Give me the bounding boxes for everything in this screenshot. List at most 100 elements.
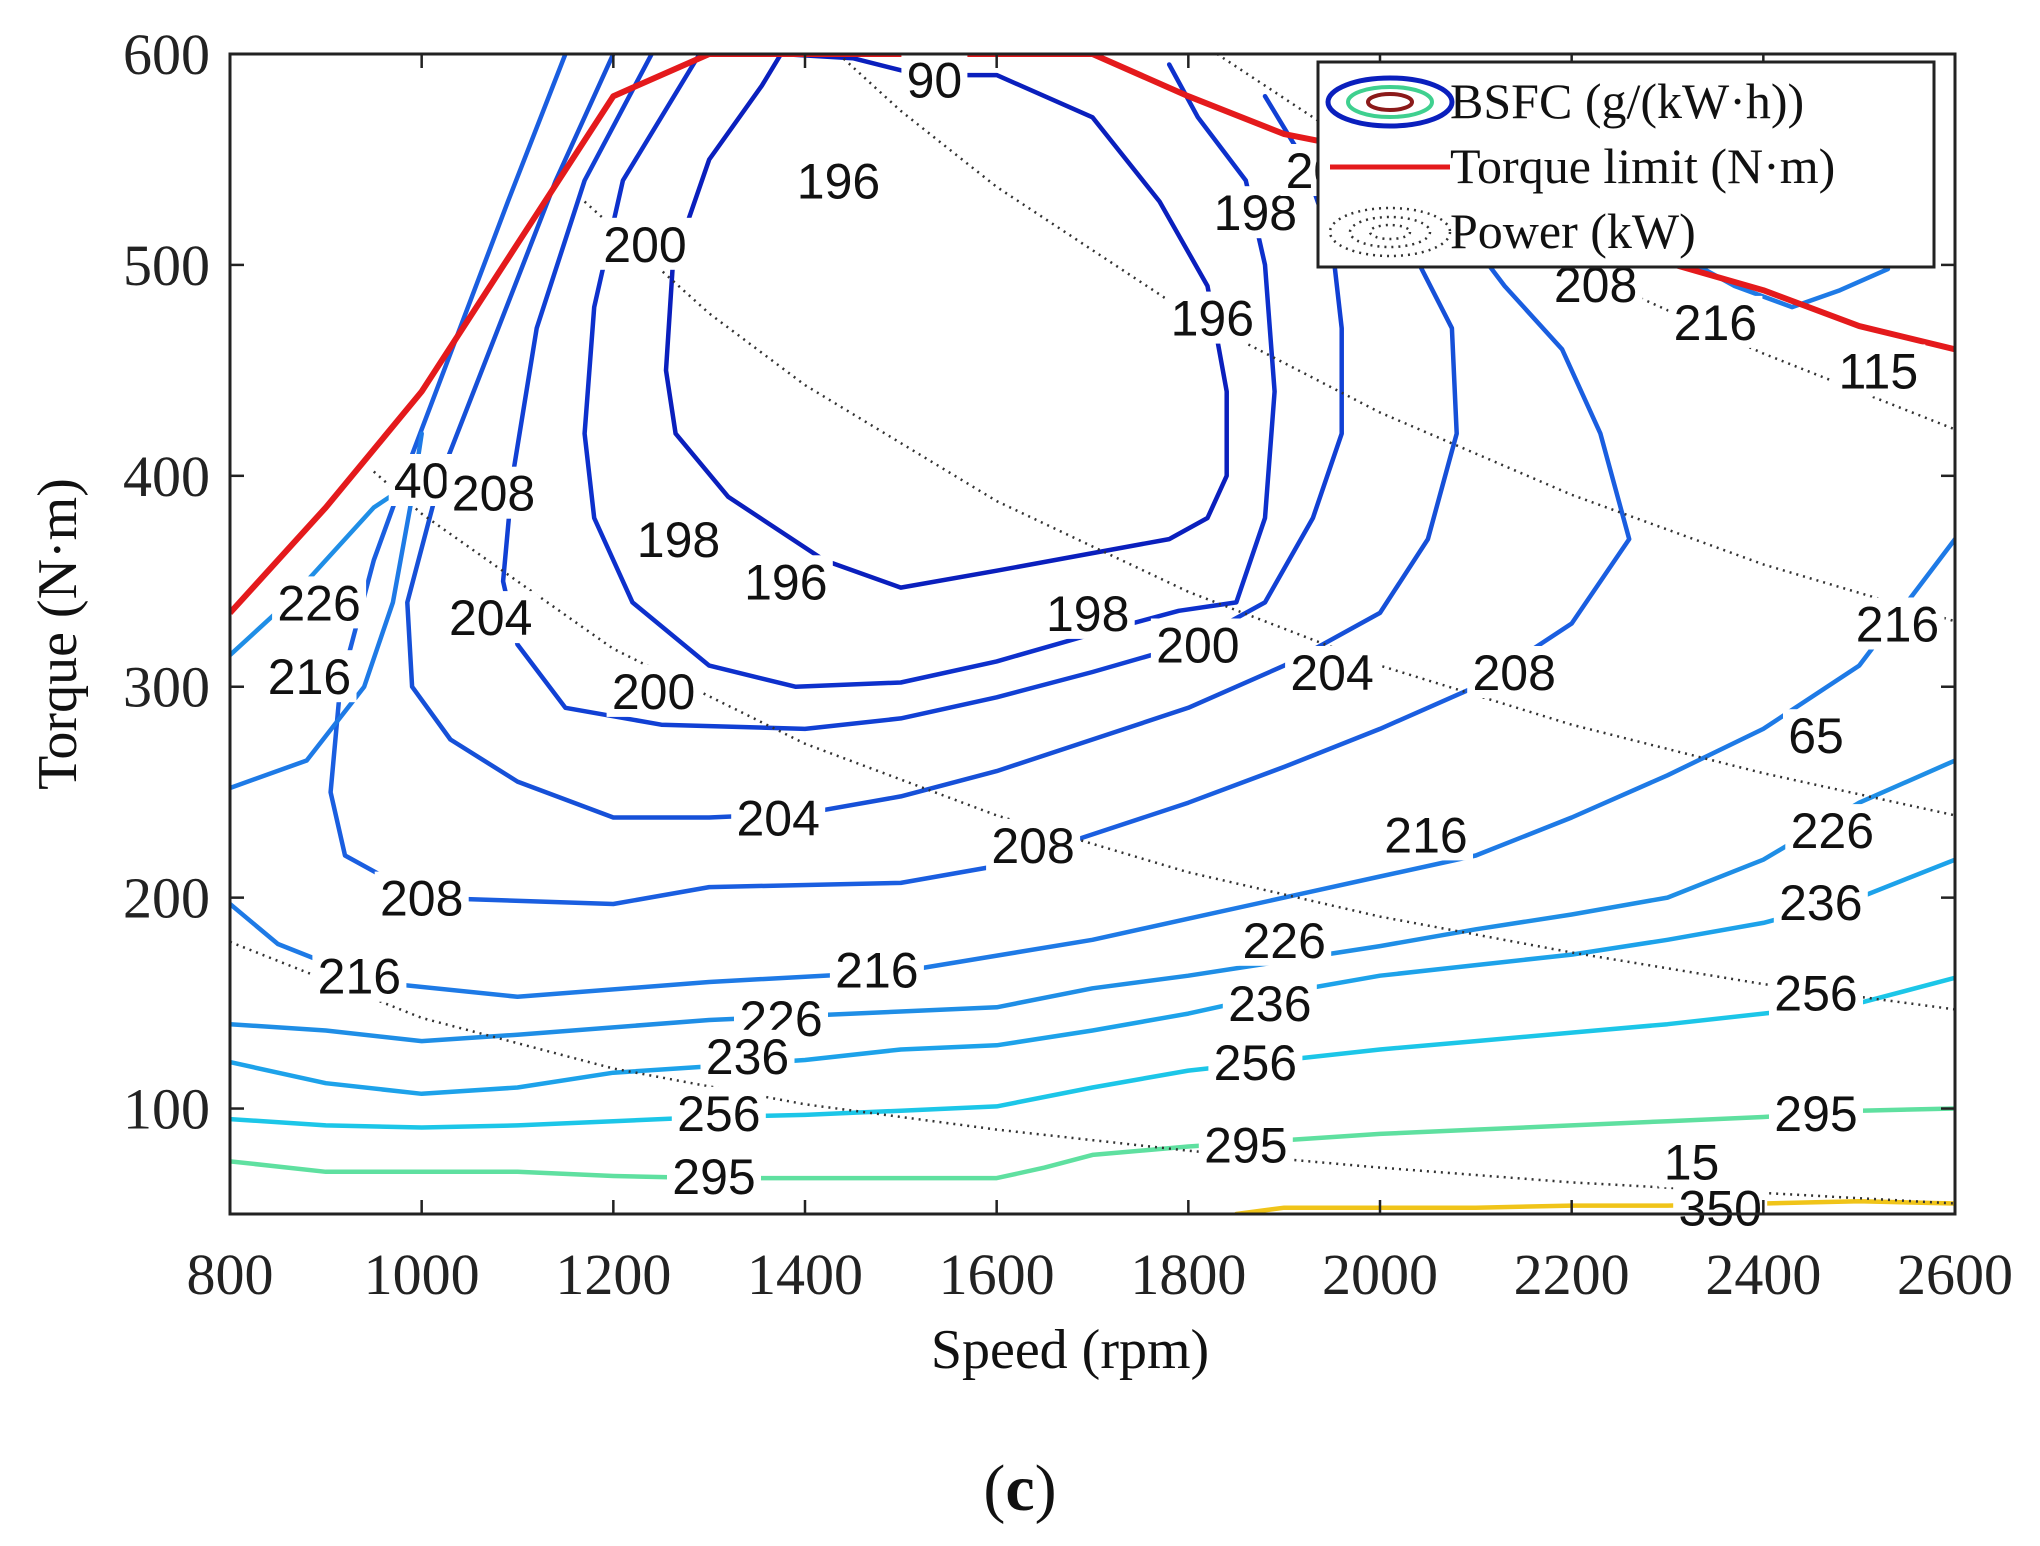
contour-label-bg <box>446 466 541 519</box>
contour-label-text: 216 <box>1674 295 1757 351</box>
contour-label-text: 196 <box>744 554 827 610</box>
contour-label-text: 226 <box>1242 913 1325 969</box>
legend-label-bsfc: BSFC (g/(kW·h)) <box>1450 73 1804 129</box>
contour-label-10: 40 <box>388 453 455 509</box>
contour-label-text: 204 <box>449 590 532 646</box>
contour-label-bg <box>1285 646 1380 698</box>
bsfc-contour-226-9 <box>230 758 1955 1044</box>
legend-bsfc-swatch <box>1325 75 1455 129</box>
contour-label-text: 256 <box>1214 1035 1297 1091</box>
contour-label-28: 208 <box>374 871 469 927</box>
contour-label-text: 226 <box>1791 803 1874 859</box>
bsfc-contour-198-1 <box>582 54 1277 689</box>
caption-letter: c <box>1005 1452 1034 1525</box>
contour-label-19: 216 <box>1850 597 1945 653</box>
contour-label-0: 90 <box>901 52 968 108</box>
contour-label-text: 236 <box>1228 976 1311 1032</box>
contour-label-bg <box>443 591 538 644</box>
contour-label-13: 198 <box>631 512 726 568</box>
contour-label-text: 295 <box>1204 1117 1287 1173</box>
contour-label-text: 196 <box>797 154 880 210</box>
contour-label-bg <box>1165 291 1260 344</box>
contour-label-text: 200 <box>1156 618 1239 674</box>
contour-label-text: 204 <box>736 791 819 847</box>
contour-label-bg <box>374 871 469 924</box>
contour-label-bg <box>700 1029 795 1082</box>
contour-label-35: 236 <box>1222 976 1317 1032</box>
contour-label-text: 295 <box>1774 1086 1857 1142</box>
contour-label-bg <box>1769 1086 1863 1139</box>
contour-label-text: 200 <box>612 664 695 720</box>
x-tick-label-800: 800 <box>187 1242 274 1307</box>
chart-legend: BSFC (g/(kW·h)) Torque limit (N·m) Power… <box>1316 60 1936 269</box>
contour-label-text: 236 <box>706 1029 789 1085</box>
contour-label-text: 198 <box>637 512 720 568</box>
legend-label-torque-limit: Torque limit (N·m) <box>1450 138 1835 194</box>
contour-label-25: 208 <box>986 818 1081 874</box>
y-axis-title: Torque (N·m) <box>27 478 89 790</box>
x-tick-label-1000: 1000 <box>364 1242 480 1307</box>
contour-label-bg <box>731 791 826 844</box>
bsfc-contour-256-11 <box>230 975 1955 1130</box>
contour-label-20: 226 <box>272 575 367 631</box>
plot-area-frame <box>228 52 1957 1216</box>
bsfc-contour-196-0 <box>663 54 1229 590</box>
contour-label-text: 350 <box>1678 1181 1761 1237</box>
contour-label-text: 216 <box>318 949 401 1005</box>
contour-label-15: 198 <box>1040 586 1135 642</box>
contour-label-32: 236 <box>1773 875 1868 931</box>
caption-close-paren: ) <box>1035 1452 1057 1525</box>
y-tick-label-300: 300 <box>123 655 210 720</box>
contour-label-29: 216 <box>312 949 407 1005</box>
contour-label-text: 208 <box>452 466 535 522</box>
y-tick-label-500: 500 <box>123 233 210 298</box>
contour-label-text: 226 <box>277 575 360 631</box>
contour-label-bg <box>1237 913 1332 966</box>
contour-label-bg <box>1783 709 1849 762</box>
contour-label-bg <box>598 217 692 270</box>
contour-label-bg <box>1150 618 1245 671</box>
contour-label-text: 115 <box>1838 343 1918 399</box>
x-tick-label-2400: 2400 <box>1705 1242 1821 1307</box>
contour-label-text: 198 <box>1046 586 1129 642</box>
contour-label-text: 256 <box>1774 966 1857 1022</box>
contour-label-16: 200 <box>1150 618 1245 674</box>
contour-label-22: 200 <box>606 664 701 720</box>
contour-label-42: 15 <box>1658 1134 1725 1190</box>
y-tick-label-400: 400 <box>123 444 210 509</box>
contour-label-text: 216 <box>1384 807 1467 863</box>
contour-label-24: 204 <box>731 791 826 847</box>
contour-label-40: 295 <box>1198 1117 1293 1173</box>
contour-label-bg <box>1769 966 1863 1019</box>
contour-label-2: 200 <box>598 217 692 273</box>
x-tick-label-2600: 2600 <box>1897 1242 2013 1307</box>
contour-label-bg <box>1658 1135 1725 1188</box>
contour-label-17: 204 <box>1285 645 1380 701</box>
y-tick-label-200: 200 <box>123 866 210 931</box>
contour-label-bg <box>1831 344 1926 397</box>
contour-label-39: 295 <box>1769 1086 1863 1142</box>
contour-label-text: 15 <box>1664 1134 1720 1190</box>
bsfc-contour-295-12 <box>230 1106 1955 1181</box>
contour-label-text: 40 <box>394 453 450 509</box>
contour-label-layer: 9019620019820019620420821611540208204198… <box>262 52 1945 1237</box>
contour-label-text: 204 <box>1290 645 1373 701</box>
power-curve-90kw <box>837 54 1955 623</box>
contour-label-14: 196 <box>738 554 833 610</box>
contour-label-36: 256 <box>1769 966 1863 1022</box>
contour-label-bg <box>1673 1181 1768 1234</box>
bsfc-contour-236-10 <box>230 857 1955 1097</box>
contour-label-bg <box>606 664 701 717</box>
contour-label-bg <box>1040 586 1135 639</box>
contour-label-bg <box>667 1150 761 1202</box>
contour-label-bg <box>1773 875 1868 928</box>
y-tick-label-100: 100 <box>123 1077 210 1142</box>
contour-label-9: 115 <box>1831 343 1926 399</box>
x-tick-label-1200: 1200 <box>555 1242 671 1307</box>
power-curve-65kw <box>583 200 1955 817</box>
x-tick-label-2000: 2000 <box>1322 1242 1438 1307</box>
contour-label-18: 208 <box>1467 645 1562 701</box>
contour-label-bg <box>262 650 357 703</box>
figure-caption: (c) <box>983 1452 1056 1525</box>
contour-label-5: 196 <box>1165 291 1260 347</box>
